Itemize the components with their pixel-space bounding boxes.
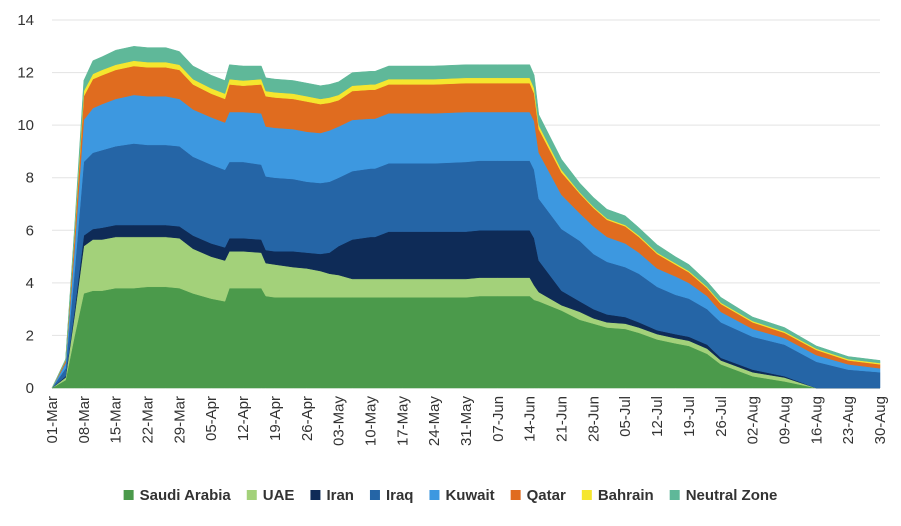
y-tick-label: 4: [26, 275, 34, 292]
y-tick-label: 8: [26, 170, 34, 187]
legend-swatch-saudi-arabia: [123, 490, 134, 500]
x-tick-label: 16-Aug: [808, 396, 825, 444]
x-tick-label: 21-Jun: [554, 396, 571, 442]
x-tick-label: 19-Jul: [681, 396, 698, 437]
legend-label-neutral-zone: Neutral Zone: [686, 487, 778, 504]
legend-swatch-kuwait: [429, 490, 440, 500]
y-tick-label: 6: [26, 222, 34, 239]
x-tick-label: 08-Mar: [76, 396, 93, 444]
x-tick-label: 09-Aug: [777, 396, 794, 444]
legend: Saudi Arabia UAE Iran Iraq Kuwait Qatar Bahrai…: [123, 487, 778, 504]
y-tick-label: 2: [26, 327, 34, 344]
x-tick-label: 12-Jul: [649, 396, 666, 437]
x-tick-label: 15-Mar: [108, 396, 125, 444]
legend-swatch-uae: [246, 490, 257, 500]
x-tick-label: 26-Apr: [299, 396, 316, 441]
x-tick-label: 26-Jul: [713, 396, 730, 437]
y-axis: 0 2 4 6 8 10 12 14: [17, 12, 34, 397]
legend-swatch-iran: [310, 490, 321, 500]
x-tick-label: 17-May: [394, 396, 411, 447]
x-tick-label: 07-Jun: [490, 396, 507, 442]
x-tick-label: 14-Jun: [522, 396, 539, 442]
legend-label-saudi-arabia: Saudi Arabia: [140, 487, 232, 504]
x-tick-label: 05-Jul: [617, 396, 634, 437]
y-tick-label: 14: [17, 12, 34, 29]
x-tick-label: 30-Aug: [872, 396, 889, 444]
area-neutral-zone: [51, 46, 881, 389]
x-tick-label: 19-Apr: [267, 396, 284, 441]
x-tick-label: 03-May: [331, 395, 348, 446]
x-tick-label: 24-May: [426, 396, 443, 447]
legend-label-bahrain: Bahrain: [598, 487, 654, 504]
legend-swatch-qatar: [510, 490, 521, 500]
y-tick-label: 0: [26, 380, 34, 397]
x-tick-label: 05-Apr: [203, 396, 220, 441]
legend-swatch-iraq: [369, 490, 380, 500]
x-tick-label: 12-Apr: [235, 396, 252, 441]
x-tick-label: 10-May: [363, 396, 380, 447]
legend-swatch-bahrain: [581, 490, 592, 500]
x-tick-label: 02-Aug: [745, 396, 762, 444]
x-tick-label: 31-May: [458, 396, 475, 447]
legend-label-qatar: Qatar: [527, 487, 566, 504]
legend-swatch-neutral-zone: [669, 490, 680, 500]
legend-label-kuwait: Kuwait: [445, 487, 494, 504]
y-tick-label: 10: [17, 117, 34, 134]
x-tick-label: 23-Aug: [840, 396, 857, 444]
y-tick-label: 12: [17, 65, 34, 82]
legend-label-iraq: Iraq: [386, 487, 414, 504]
x-tick-label: 28-Jun: [585, 396, 602, 442]
series-areas: [51, 46, 881, 389]
legend-label-uae: UAE: [263, 487, 295, 504]
x-tick-label: 29-Mar: [171, 396, 188, 444]
legend-label-iran: Iran: [326, 487, 354, 504]
x-tick-label: 22-Mar: [140, 396, 157, 444]
x-axis: 01-Mar 08-Mar 15-Mar 22-Mar 29-Mar 05-Apr 12-A…: [44, 395, 889, 446]
x-tick-label: 01-Mar: [44, 396, 61, 444]
